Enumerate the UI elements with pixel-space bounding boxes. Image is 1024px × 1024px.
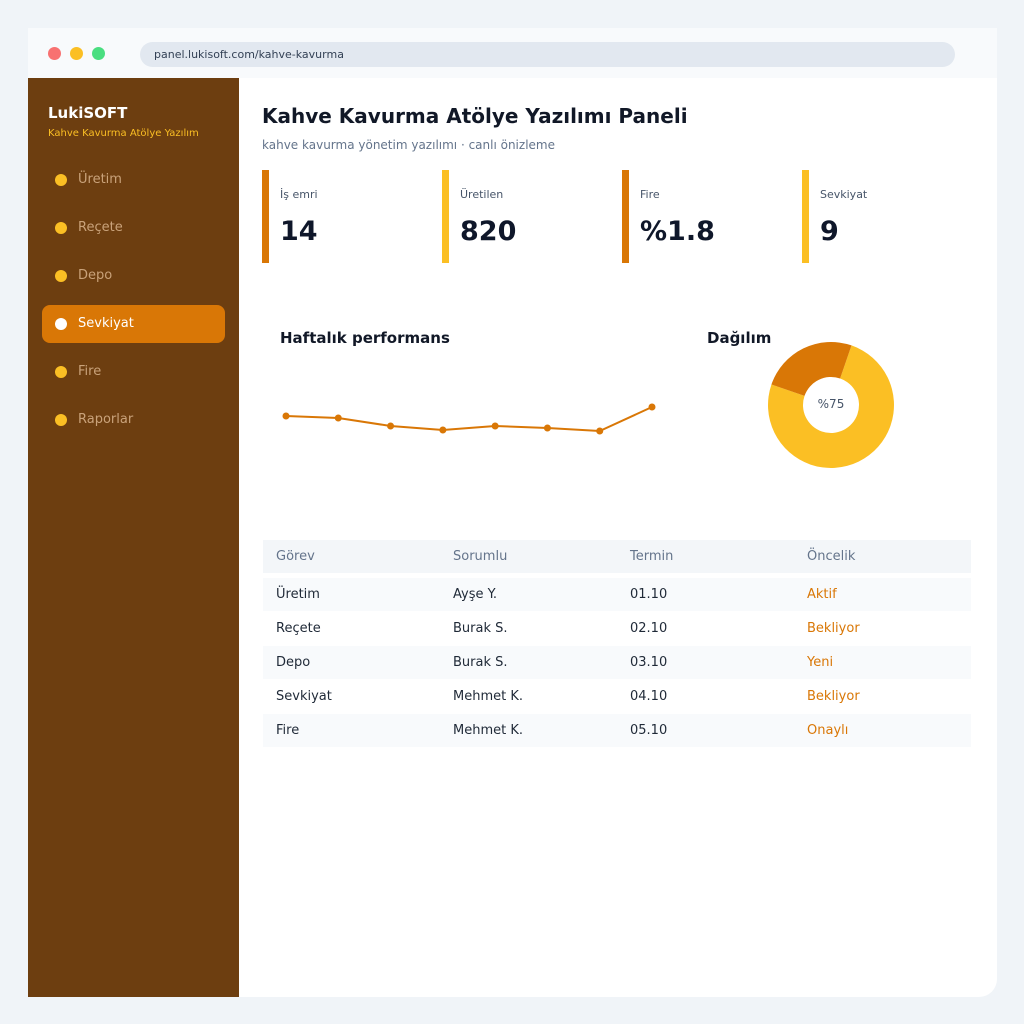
sidebar-item-label: Üretim	[78, 172, 122, 187]
performance-chart-title: Haftalık performans	[280, 329, 450, 347]
owner-cell: Ayşe Y.	[453, 587, 498, 602]
performance-series-line	[285, 406, 653, 433]
task-cell: Fire	[276, 723, 300, 738]
priority-cell: Aktif	[807, 587, 837, 602]
column-header-oncelik: Öncelik	[807, 549, 856, 564]
task-cell: Sevkiyat	[276, 689, 332, 704]
performance-point-4	[439, 426, 447, 434]
sidebar-item-recete[interactable]: Reçete	[42, 209, 225, 247]
donut-center-label: %75	[817, 397, 845, 411]
sidebar-item-label: Fire	[78, 364, 102, 379]
title-bar: panel.lukisoft.com/kahve-kavurma	[28, 28, 997, 78]
due-date-cell: 05.10	[630, 723, 668, 738]
performance-point-3	[387, 422, 395, 430]
kpi-value: 14	[280, 216, 318, 247]
due-date-cell: 02.10	[630, 621, 668, 636]
priority-cell: Bekliyor	[807, 621, 860, 636]
table-row[interactable]: Fire Mehmet K. 05.10 Onaylı	[263, 714, 971, 747]
sidebar-item-label: Reçete	[78, 220, 123, 235]
bullet-icon	[55, 174, 67, 186]
donut-slice-1	[768, 345, 894, 468]
page-title: Kahve Kavurma Atölye Yazılımı Paneli	[262, 104, 688, 128]
donut-slice-2	[771, 342, 852, 396]
sidebar-item-uretim[interactable]: Üretim	[42, 161, 225, 199]
due-date-cell: 01.10	[630, 587, 668, 602]
performance-point-8	[648, 403, 656, 411]
owner-cell: Burak S.	[453, 655, 508, 670]
performance-point-6	[543, 424, 551, 432]
performance-point-7	[596, 427, 604, 435]
main-content: Kahve Kavurma Atölye Yazılımı Paneli kah…	[239, 78, 997, 997]
kpi-accent-bar	[262, 170, 269, 263]
column-header-sorumlu: Sorumlu	[453, 549, 508, 564]
brand-name: LukiSOFT	[48, 104, 128, 122]
sidebar-item-label: Sevkiyat	[78, 316, 134, 331]
browser-window: panel.lukisoft.com/kahve-kavurma LukiSOF…	[28, 28, 997, 997]
table-header-row: Görev Sorumlu Termin Öncelik	[263, 540, 971, 573]
task-cell: Depo	[276, 655, 311, 670]
performance-point-5	[491, 422, 499, 430]
kpi-card-uretilen: Üretilen 820	[442, 170, 614, 263]
sidebar-item-sevkiyat[interactable]: Sevkiyat	[42, 305, 225, 343]
column-header-gorev: Görev	[276, 549, 315, 564]
priority-cell: Onaylı	[807, 723, 849, 738]
owner-cell: Mehmet K.	[453, 689, 524, 704]
address-bar[interactable]: panel.lukisoft.com/kahve-kavurma	[140, 42, 955, 67]
sidebar-item-label: Raporlar	[78, 412, 134, 427]
sidebar-item-depo[interactable]: Depo	[42, 257, 225, 295]
bullet-icon	[55, 222, 67, 234]
performance-point-2	[334, 414, 342, 422]
owner-cell: Burak S.	[453, 621, 508, 636]
kpi-label: Sevkiyat	[820, 188, 868, 201]
table-row[interactable]: Üretim Ayşe Y. 01.10 Aktif	[263, 578, 971, 611]
kpi-value: 9	[820, 216, 839, 247]
kpi-accent-bar	[622, 170, 629, 263]
due-date-cell: 04.10	[630, 689, 668, 704]
kpi-card-sevkiyat: Sevkiyat 9	[802, 170, 974, 263]
due-date-cell: 03.10	[630, 655, 668, 670]
kpi-label: Üretilen	[460, 188, 504, 201]
kpi-value: %1.8	[640, 216, 715, 247]
performance-line-chart	[282, 403, 656, 435]
sidebar-item-label: Depo	[78, 268, 113, 283]
kpi-accent-bar	[442, 170, 449, 263]
task-cell: Üretim	[276, 587, 320, 602]
priority-cell: Bekliyor	[807, 689, 860, 704]
owner-cell: Mehmet K.	[453, 723, 524, 738]
kpi-value: 820	[460, 216, 517, 247]
kpi-label: Fire	[640, 188, 660, 201]
column-header-termin: Termin	[630, 549, 674, 564]
table-row[interactable]: Reçete Burak S. 02.10 Bekliyor	[263, 612, 971, 645]
maximize-window-button[interactable]	[92, 47, 105, 60]
priority-cell: Yeni	[807, 655, 834, 670]
bullet-icon	[55, 414, 67, 426]
kpi-accent-bar	[802, 170, 809, 263]
kpi-card-fire: Fire %1.8	[622, 170, 794, 263]
sidebar: LukiSOFT Kahve Kavurma Atölye Yazılım Ür…	[28, 78, 239, 997]
performance-point-1	[282, 412, 290, 420]
table-row[interactable]: Sevkiyat Mehmet K. 04.10 Bekliyor	[263, 680, 971, 713]
close-window-button[interactable]	[48, 47, 61, 60]
kpi-label: İş emri	[280, 188, 318, 201]
bullet-icon	[55, 318, 67, 330]
distribution-chart-title: Dağılım	[707, 329, 772, 347]
minimize-window-button[interactable]	[70, 47, 83, 60]
sidebar-item-fire[interactable]: Fire	[42, 353, 225, 391]
distribution-donut-chart	[768, 342, 894, 468]
brand-subtitle: Kahve Kavurma Atölye Yazılım	[48, 128, 199, 139]
kpi-card-is-emri: İş emri 14	[262, 170, 434, 263]
table-row[interactable]: Depo Burak S. 03.10 Yeni	[263, 646, 971, 679]
sidebar-item-raporlar[interactable]: Raporlar	[42, 401, 225, 439]
page-subtitle: kahve kavurma yönetim yazılımı · canlı ö…	[262, 138, 555, 152]
bullet-icon	[55, 270, 67, 282]
bullet-icon	[55, 366, 67, 378]
task-cell: Reçete	[276, 621, 321, 636]
